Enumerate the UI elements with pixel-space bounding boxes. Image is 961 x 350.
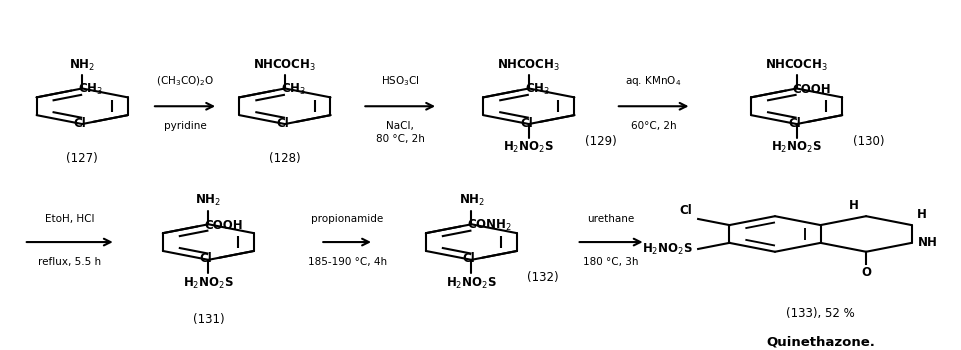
Text: Cl: Cl: [200, 252, 212, 265]
Text: CONH$_2$: CONH$_2$: [467, 218, 511, 233]
Text: (133), 52 %: (133), 52 %: [785, 307, 854, 320]
Text: (132): (132): [527, 271, 558, 284]
Text: NH: NH: [918, 236, 937, 249]
Text: (128): (128): [269, 152, 301, 164]
Text: NH$_2$: NH$_2$: [458, 193, 483, 209]
Text: urethane: urethane: [587, 214, 634, 224]
Text: EtoH, HCl: EtoH, HCl: [45, 214, 94, 224]
Text: H$_2$NO$_2$S: H$_2$NO$_2$S: [446, 276, 496, 291]
Text: NHCOCH$_3$: NHCOCH$_3$: [497, 57, 559, 72]
Text: pyridine: pyridine: [163, 121, 207, 131]
Text: HSO$_3$Cl: HSO$_3$Cl: [381, 75, 419, 89]
Text: H: H: [916, 208, 925, 221]
Text: CH$_3$: CH$_3$: [78, 82, 103, 97]
Text: 180 °C, 3h: 180 °C, 3h: [582, 257, 638, 267]
Text: propionamide: propionamide: [310, 214, 382, 224]
Text: reflux, 5.5 h: reflux, 5.5 h: [38, 257, 101, 267]
Text: 80 °C, 2h: 80 °C, 2h: [376, 134, 424, 144]
Text: Cl: Cl: [678, 204, 692, 217]
Text: Cl: Cl: [462, 252, 475, 265]
Text: Cl: Cl: [520, 117, 532, 130]
Text: (130): (130): [851, 135, 883, 148]
Text: H$_2$NO$_2$S: H$_2$NO$_2$S: [183, 276, 234, 291]
Text: CH$_3$: CH$_3$: [524, 82, 550, 97]
Text: NH$_2$: NH$_2$: [69, 57, 95, 72]
Text: O: O: [860, 266, 871, 279]
Text: NHCOCH$_3$: NHCOCH$_3$: [764, 57, 827, 72]
Text: H$_2$NO$_2$S: H$_2$NO$_2$S: [503, 140, 554, 155]
Text: (131): (131): [192, 313, 224, 326]
Text: Quinethazone.: Quinethazone.: [765, 336, 875, 349]
Text: CH$_3$: CH$_3$: [281, 82, 306, 97]
Text: 185-190 °C, 4h: 185-190 °C, 4h: [308, 257, 386, 267]
Text: (129): (129): [584, 135, 616, 148]
Text: NaCl,: NaCl,: [385, 121, 413, 131]
Text: Cl: Cl: [73, 117, 86, 130]
Text: COOH: COOH: [204, 219, 243, 232]
Text: 60°C, 2h: 60°C, 2h: [630, 121, 676, 131]
Text: H: H: [848, 199, 857, 212]
Text: NH$_2$: NH$_2$: [195, 193, 221, 209]
Text: (127): (127): [66, 152, 98, 164]
Text: NHCOCH$_3$: NHCOCH$_3$: [253, 57, 316, 72]
Text: Cl: Cl: [276, 117, 288, 130]
Text: H$_2$NO$_2$S: H$_2$NO$_2$S: [771, 140, 821, 155]
Text: H$_2$NO$_2$S: H$_2$NO$_2$S: [641, 241, 692, 257]
Text: COOH: COOH: [792, 83, 830, 96]
Text: aq. KMnO$_4$: aq. KMnO$_4$: [625, 75, 681, 89]
Text: (CH$_3$CO)$_2$O: (CH$_3$CO)$_2$O: [156, 75, 214, 89]
Text: Cl: Cl: [787, 117, 800, 130]
